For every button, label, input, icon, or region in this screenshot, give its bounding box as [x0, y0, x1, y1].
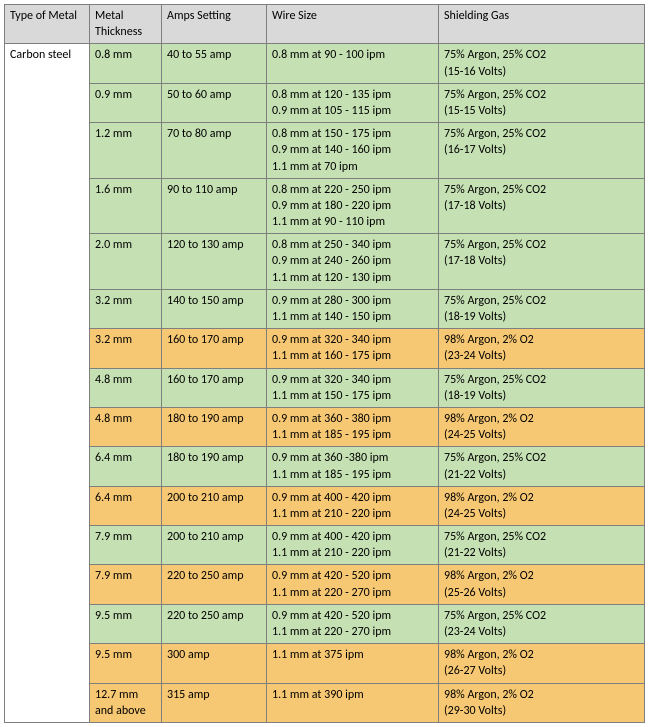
thickness-cell: 6.4 mm — [90, 486, 162, 525]
table-row: 7.9 mm220 to 250 amp0.9 mm at 420 - 520 … — [5, 565, 645, 604]
thickness-cell: 3.2 mm — [90, 329, 162, 368]
gas-cell: 75% Argon, 25% CO2(18-19 Volts) — [439, 289, 645, 328]
amps-cell: 300 amp — [162, 644, 267, 683]
table-row: 4.8 mm180 to 190 amp0.9 mm at 360 - 380 … — [5, 407, 645, 446]
thickness-cell: 12.7 mm and above — [90, 683, 162, 722]
gas-cell: 98% Argon, 2% O2(26-27 Volts) — [439, 644, 645, 683]
amps-cell: 140 to 150 amp — [162, 289, 267, 328]
wire-cell: 0.8 mm at 250 - 340 ipm0.9 mm at 240 - 2… — [267, 234, 439, 290]
gas-cell: 98% Argon, 2% O2(29-30 Volts) — [439, 683, 645, 722]
column-header: Type of Metal — [5, 5, 90, 44]
gas-cell: 98% Argon, 2% O2(24-25 Volts) — [439, 486, 645, 525]
table-row: 6.4 mm180 to 190 amp0.9 mm at 360 -380 i… — [5, 447, 645, 486]
table-row: 9.5 mm300 amp1.1 mm at 375 ipm98% Argon,… — [5, 644, 645, 683]
table-row: 4.8 mm160 to 170 amp0.9 mm at 320 - 340 … — [5, 368, 645, 407]
table-row: 9.5 mm220 to 250 amp0.9 mm at 420 - 520 … — [5, 604, 645, 643]
gas-cell: 98% Argon, 2% O2(24-25 Volts) — [439, 407, 645, 446]
amps-cell: 200 to 210 amp — [162, 486, 267, 525]
wire-cell: 0.9 mm at 420 - 520 ipm1.1 mm at 220 - 2… — [267, 604, 439, 643]
thickness-cell: 1.6 mm — [90, 178, 162, 234]
amps-cell: 220 to 250 amp — [162, 565, 267, 604]
amps-cell: 120 to 130 amp — [162, 234, 267, 290]
wire-cell: 0.8 mm at 90 - 100 ipm — [267, 44, 439, 83]
amps-cell: 90 to 110 amp — [162, 178, 267, 234]
wire-cell: 1.1 mm at 375 ipm — [267, 644, 439, 683]
wire-cell: 0.8 mm at 120 - 135 ipm0.9 mm at 105 - 1… — [267, 83, 439, 122]
wire-cell: 0.8 mm at 150 - 175 ipm0.9 mm at 140 - 1… — [267, 123, 439, 179]
thickness-cell: 7.9 mm — [90, 565, 162, 604]
table-row: 3.2 mm140 to 150 amp0.9 mm at 280 - 300 … — [5, 289, 645, 328]
thickness-cell: 9.5 mm — [90, 644, 162, 683]
gas-cell: 98% Argon, 2% O2(25-26 Volts) — [439, 565, 645, 604]
column-header: Amps Setting — [162, 5, 267, 44]
amps-cell: 315 amp — [162, 683, 267, 722]
amps-cell: 180 to 190 amp — [162, 407, 267, 446]
column-header: Wire Size — [267, 5, 439, 44]
table-row: 1.6 mm90 to 110 amp0.8 mm at 220 - 250 i… — [5, 178, 645, 234]
thickness-cell: 2.0 mm — [90, 234, 162, 290]
column-header: Shielding Gas — [439, 5, 645, 44]
amps-cell: 220 to 250 amp — [162, 604, 267, 643]
thickness-cell: 1.2 mm — [90, 123, 162, 179]
thickness-cell: 0.9 mm — [90, 83, 162, 122]
thickness-cell: 3.2 mm — [90, 289, 162, 328]
amps-cell: 40 to 55 amp — [162, 44, 267, 83]
amps-cell: 160 to 170 amp — [162, 329, 267, 368]
table-row: 0.9 mm50 to 60 amp0.8 mm at 120 - 135 ip… — [5, 83, 645, 122]
table-body: Carbon steel0.8 mm40 to 55 amp0.8 mm at … — [5, 44, 645, 723]
thickness-cell: 4.8 mm — [90, 368, 162, 407]
amps-cell: 70 to 80 amp — [162, 123, 267, 179]
gas-cell: 75% Argon, 25% CO2(15-16 Volts) — [439, 44, 645, 83]
thickness-cell: 0.8 mm — [90, 44, 162, 83]
wire-cell: 0.9 mm at 320 - 340 ipm1.1 mm at 160 - 1… — [267, 329, 439, 368]
wire-cell: 0.9 mm at 320 - 340 ipm1.1 mm at 150 - 1… — [267, 368, 439, 407]
gas-cell: 75% Argon, 25% CO2(21-22 Volts) — [439, 447, 645, 486]
gas-cell: 75% Argon, 25% CO2(17-18 Volts) — [439, 234, 645, 290]
gas-cell: 75% Argon, 25% CO2(17-18 Volts) — [439, 178, 645, 234]
gas-cell: 75% Argon, 25% CO2(23-24 Volts) — [439, 604, 645, 643]
wire-cell: 0.9 mm at 400 - 420 ipm1.1 mm at 210 - 2… — [267, 486, 439, 525]
table-header: Type of MetalMetal ThicknessAmps Setting… — [5, 5, 645, 44]
wire-cell: 0.8 mm at 220 - 250 ipm0.9 mm at 180 - 2… — [267, 178, 439, 234]
table-row: 12.7 mm and above315 amp1.1 mm at 390 ip… — [5, 683, 645, 722]
amps-cell: 50 to 60 amp — [162, 83, 267, 122]
gas-cell: 98% Argon, 2% O2(23-24 Volts) — [439, 329, 645, 368]
table-row: 6.4 mm200 to 210 amp0.9 mm at 400 - 420 … — [5, 486, 645, 525]
gas-cell: 75% Argon, 25% CO2(16-17 Volts) — [439, 123, 645, 179]
wire-cell: 0.9 mm at 280 - 300 ipm1.1 mm at 140 - 1… — [267, 289, 439, 328]
metal-type-cell: Carbon steel — [5, 44, 90, 723]
thickness-cell: 7.9 mm — [90, 526, 162, 565]
wire-cell: 0.9 mm at 360 -380 ipm1.1 mm at 185 - 19… — [267, 447, 439, 486]
amps-cell: 160 to 170 amp — [162, 368, 267, 407]
welding-settings-table: Type of MetalMetal ThicknessAmps Setting… — [4, 4, 645, 723]
amps-cell: 180 to 190 amp — [162, 447, 267, 486]
gas-cell: 75% Argon, 25% CO2(18-19 Volts) — [439, 368, 645, 407]
table-row: 1.2 mm70 to 80 amp0.8 mm at 150 - 175 ip… — [5, 123, 645, 179]
table-row: 2.0 mm120 to 130 amp0.8 mm at 250 - 340 … — [5, 234, 645, 290]
table-row: Carbon steel0.8 mm40 to 55 amp0.8 mm at … — [5, 44, 645, 83]
amps-cell: 200 to 210 amp — [162, 526, 267, 565]
wire-cell: 1.1 mm at 390 ipm — [267, 683, 439, 722]
thickness-cell: 4.8 mm — [90, 407, 162, 446]
wire-cell: 0.9 mm at 420 - 520 ipm1.1 mm at 220 - 2… — [267, 565, 439, 604]
wire-cell: 0.9 mm at 360 - 380 ipm1.1 mm at 185 - 1… — [267, 407, 439, 446]
wire-cell: 0.9 mm at 400 - 420 ipm1.1 mm at 210 - 2… — [267, 526, 439, 565]
thickness-cell: 6.4 mm — [90, 447, 162, 486]
gas-cell: 75% Argon, 25% CO2(21-22 Volts) — [439, 526, 645, 565]
table-row: 7.9 mm200 to 210 amp0.9 mm at 400 - 420 … — [5, 526, 645, 565]
table-row: 3.2 mm160 to 170 amp0.9 mm at 320 - 340 … — [5, 329, 645, 368]
column-header: Metal Thickness — [90, 5, 162, 44]
gas-cell: 75% Argon, 25% CO2(15-15 Volts) — [439, 83, 645, 122]
thickness-cell: 9.5 mm — [90, 604, 162, 643]
